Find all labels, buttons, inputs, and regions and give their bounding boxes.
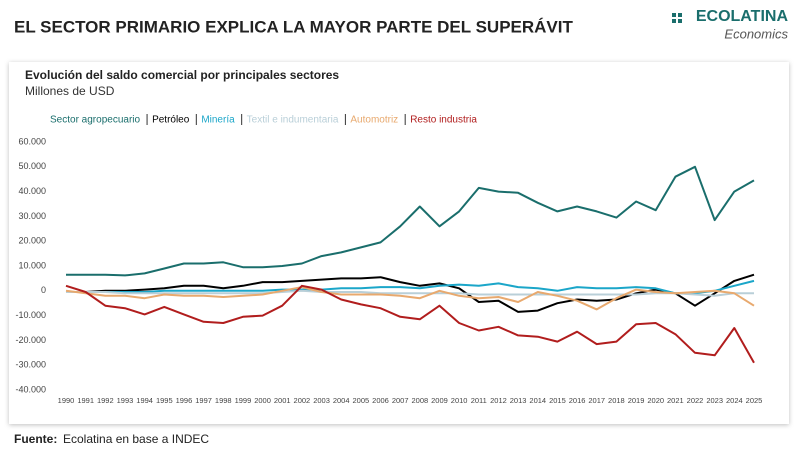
y-tick-label: 0 bbox=[41, 285, 46, 295]
y-tick-label: 30.000 bbox=[18, 211, 46, 221]
x-tick-label: 2020 bbox=[647, 396, 664, 405]
source-text: Ecolatina en base a INDEC bbox=[63, 432, 209, 446]
x-tick-label: 2006 bbox=[372, 396, 389, 405]
series-line bbox=[66, 165, 755, 277]
series-line bbox=[65, 284, 755, 364]
x-tick-label: 1998 bbox=[215, 396, 232, 405]
brand: ECOLATINA bbox=[696, 8, 789, 25]
x-tick-label: 2019 bbox=[628, 396, 645, 405]
x-tick-label: 2016 bbox=[569, 396, 586, 405]
x-tick-label: 2025 bbox=[746, 396, 763, 405]
brand-sub: Economics bbox=[724, 26, 788, 41]
legend-label: Sector agropecuario bbox=[50, 115, 140, 126]
chart-subtitle: Millones de USD bbox=[25, 84, 115, 98]
series-line bbox=[66, 289, 754, 297]
x-tick-label: 2013 bbox=[510, 396, 527, 405]
x-tick-label: 1992 bbox=[97, 396, 114, 405]
x-tick-label: 2003 bbox=[313, 396, 330, 405]
x-tick-label: 2009 bbox=[431, 396, 448, 405]
legend-label: Minería bbox=[201, 115, 235, 126]
x-tick-label: 2007 bbox=[392, 396, 409, 405]
y-tick-label: 60.000 bbox=[18, 136, 46, 146]
x-tick-label: 1996 bbox=[176, 396, 193, 405]
x-tick-label: 1990 bbox=[58, 396, 75, 405]
series-line bbox=[66, 279, 755, 295]
y-tick-label: 40.000 bbox=[18, 186, 46, 196]
page-title: EL SECTOR PRIMARIO EXPLICA LA MAYOR PART… bbox=[14, 17, 573, 36]
x-tick-label: 1994 bbox=[136, 396, 153, 405]
y-tick-label: -30.000 bbox=[15, 360, 46, 370]
x-tick-label: 2010 bbox=[451, 396, 468, 405]
y-tick-label: 10.000 bbox=[18, 260, 46, 270]
x-tick-label: 2015 bbox=[549, 396, 566, 405]
x-tick-label: 1999 bbox=[235, 396, 252, 405]
y-tick-label: -20.000 bbox=[15, 335, 46, 345]
x-tick-label: 2011 bbox=[471, 396, 487, 405]
x-tick-label: 2022 bbox=[687, 396, 704, 405]
legend-label: Petróleo bbox=[152, 115, 190, 126]
x-tick-label: 1997 bbox=[195, 396, 212, 405]
chart-title: Evolución del saldo comercial por princi… bbox=[25, 68, 339, 82]
source-label: Fuente: bbox=[14, 432, 57, 446]
series-line bbox=[66, 273, 755, 313]
x-tick-label: 2012 bbox=[490, 396, 507, 405]
y-tick-label: -40.000 bbox=[15, 384, 46, 394]
x-tick-label: 2018 bbox=[608, 396, 625, 405]
logo-icon bbox=[672, 13, 682, 23]
y-tick-label: 20.000 bbox=[18, 236, 46, 246]
card bbox=[9, 62, 789, 424]
x-tick-label: 2023 bbox=[706, 396, 723, 405]
x-tick-label: 2014 bbox=[529, 396, 546, 405]
x-tick-label: 1991 bbox=[77, 396, 94, 405]
y-tick-label: 50.000 bbox=[18, 161, 46, 171]
series-line bbox=[65, 286, 755, 311]
legend-label: Resto industria bbox=[410, 115, 477, 126]
x-tick-label: 1995 bbox=[156, 396, 173, 405]
x-tick-label: 1993 bbox=[117, 396, 134, 405]
x-tick-label: 2000 bbox=[254, 396, 271, 405]
x-tick-label: 2024 bbox=[726, 396, 743, 405]
x-tick-label: 2008 bbox=[411, 396, 428, 405]
x-tick-label: 2002 bbox=[294, 396, 311, 405]
x-tick-label: 2001 bbox=[274, 396, 291, 405]
x-tick-label: 2017 bbox=[588, 396, 605, 405]
x-tick-label: 2021 bbox=[667, 396, 684, 405]
y-tick-label: -10.000 bbox=[15, 310, 46, 320]
legend-label: Textil e indumentaria bbox=[247, 115, 339, 126]
x-tick-label: 2004 bbox=[333, 396, 350, 405]
x-tick-label: 2005 bbox=[353, 396, 370, 405]
legend-label: Automotriz bbox=[350, 115, 398, 126]
